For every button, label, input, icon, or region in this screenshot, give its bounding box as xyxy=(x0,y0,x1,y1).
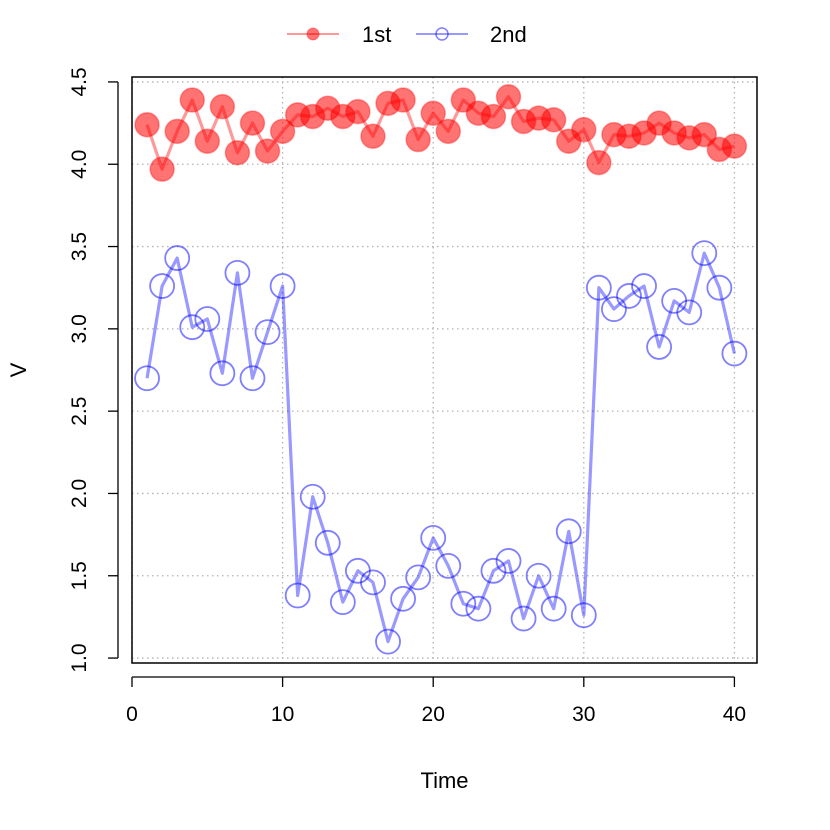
series-1st xyxy=(134,84,748,182)
legend: 1st 2nd xyxy=(287,22,527,47)
data-point xyxy=(510,605,537,632)
y-tick-label: 2.0 xyxy=(68,479,91,508)
data-point xyxy=(570,602,597,629)
y-tick-label: 3.5 xyxy=(68,232,91,261)
data-point xyxy=(390,585,416,612)
data-point xyxy=(284,582,311,609)
y-axis-label: V xyxy=(6,362,31,377)
y-tick-label: 1.0 xyxy=(68,643,91,672)
data-point xyxy=(691,121,718,148)
plot-frame xyxy=(131,76,758,664)
legend-label-2nd: 2nd xyxy=(490,22,527,47)
data-point xyxy=(465,595,492,622)
data-point xyxy=(314,529,341,556)
x-tick-label: 20 xyxy=(422,703,445,726)
data-point xyxy=(555,518,582,545)
data-point xyxy=(360,569,386,596)
data-point xyxy=(540,595,567,622)
legend-marker-1st xyxy=(306,27,320,41)
data-point xyxy=(299,483,326,510)
data-point xyxy=(420,524,447,551)
data-point xyxy=(134,365,160,392)
x-tick-label: 40 xyxy=(723,703,746,726)
data-point xyxy=(601,296,627,322)
data-point xyxy=(405,564,432,591)
x-tick-label: 10 xyxy=(271,703,294,726)
data-point xyxy=(164,245,191,271)
data-point xyxy=(224,259,251,286)
data-point xyxy=(194,128,221,154)
data-point xyxy=(616,283,642,309)
series-layer xyxy=(134,84,748,655)
y-tick-label: 1.5 xyxy=(68,561,91,590)
data-point xyxy=(585,274,612,301)
x-tick-label: 0 xyxy=(126,703,138,726)
data-point xyxy=(254,138,281,164)
data-point xyxy=(164,118,190,145)
axes: 0 10 20 30 40 1.0 1.5 2.0 2.5 3.0 3.5 4.0 4.5 xyxy=(68,67,746,726)
data-point xyxy=(345,98,371,125)
data-point xyxy=(254,319,281,346)
data-point xyxy=(179,87,205,113)
data-point xyxy=(194,306,221,332)
data-point xyxy=(360,123,386,150)
data-point xyxy=(329,589,356,615)
data-point xyxy=(435,552,462,579)
data-point xyxy=(149,156,175,182)
data-point xyxy=(676,299,703,326)
data-point xyxy=(691,240,718,267)
data-point xyxy=(480,103,507,130)
data-point xyxy=(706,274,733,301)
data-point xyxy=(435,118,462,145)
data-point xyxy=(721,340,748,367)
data-point xyxy=(420,100,446,126)
data-point xyxy=(450,590,477,617)
data-point xyxy=(540,107,567,133)
data-point xyxy=(646,334,673,360)
data-point xyxy=(134,111,160,138)
series-line-2nd xyxy=(145,251,736,644)
legend-label-1st: 1st xyxy=(362,22,391,47)
data-point xyxy=(239,110,266,136)
data-point xyxy=(495,84,522,110)
data-point xyxy=(209,360,236,387)
data-point xyxy=(495,548,522,574)
data-point xyxy=(586,149,612,176)
x-axis-label: Time xyxy=(420,768,468,793)
data-point xyxy=(239,365,266,392)
data-point xyxy=(209,93,236,120)
data-point xyxy=(149,273,176,299)
y-tick-label: 2.5 xyxy=(68,397,91,426)
series-2nd xyxy=(134,240,748,655)
data-point xyxy=(480,557,507,584)
grid xyxy=(131,77,757,663)
y-tick-label: 4.5 xyxy=(68,67,91,96)
data-point xyxy=(405,126,431,153)
data-point xyxy=(375,628,401,655)
data-point xyxy=(224,139,251,166)
legend-marker-2nd xyxy=(435,27,449,41)
data-point xyxy=(179,314,206,341)
data-point xyxy=(721,133,748,159)
y-tick-label: 4.0 xyxy=(68,150,91,179)
data-point xyxy=(269,118,296,145)
data-point xyxy=(571,116,597,143)
x-tick-label: 30 xyxy=(572,703,595,726)
data-point xyxy=(631,273,657,299)
data-point xyxy=(390,87,416,113)
data-point xyxy=(269,273,296,299)
y-tick-label: 3.0 xyxy=(68,314,91,343)
data-point xyxy=(525,562,552,589)
